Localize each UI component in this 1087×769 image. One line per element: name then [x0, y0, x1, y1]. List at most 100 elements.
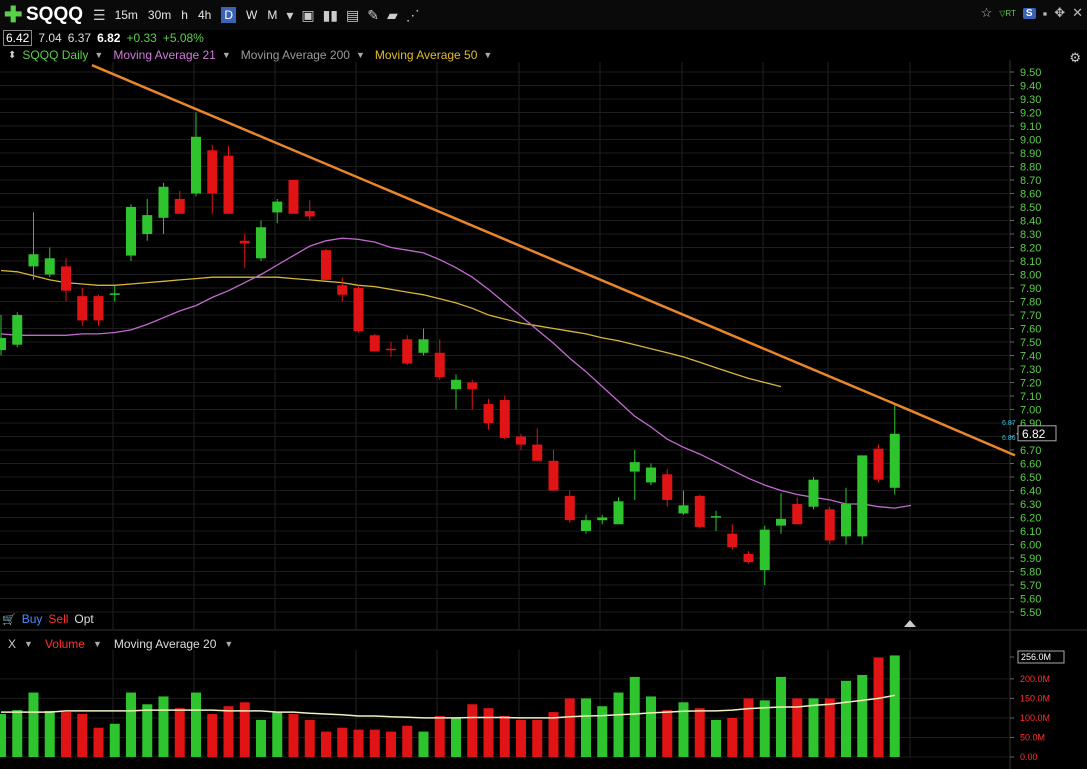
candle-body [841, 504, 851, 537]
candle-body [272, 201, 283, 213]
timeframe-d[interactable]: D [221, 7, 236, 23]
symbol-title[interactable]: SQQQ [26, 4, 84, 25]
candle-body [142, 215, 153, 234]
timeframe-30m[interactable]: 30m [147, 8, 172, 22]
candle-up [889, 404, 900, 495]
volume-bar-down [223, 706, 234, 757]
candle-down [548, 450, 559, 491]
volume-bar-down [174, 708, 185, 757]
candle-body [77, 296, 88, 321]
candle-down [93, 294, 104, 326]
y-tick-label: 6.00 [1020, 540, 1041, 552]
share-icon[interactable]: ⋰ [405, 6, 420, 23]
add-symbol-icon[interactable]: ✚ [4, 2, 23, 27]
collapse-icon[interactable]: ⬍ [8, 49, 17, 61]
caret-icon[interactable]: ▼ [94, 50, 104, 60]
legend-ma21[interactable]: Moving Average 21 [113, 48, 216, 62]
chart-type-icon[interactable]: ▣ [301, 6, 315, 23]
candle-body [467, 382, 478, 390]
candle-body [662, 474, 673, 500]
y-tick-label: 5.50 [1020, 607, 1041, 619]
candle-up [857, 455, 868, 545]
chevron-down-icon[interactable]: ▾ [286, 6, 294, 23]
candle-body [597, 517, 608, 521]
candle-body [434, 352, 445, 378]
chart-legend: ⬍ SQQQ Daily ▼ Moving Average 21 ▼ Moving … [8, 48, 496, 62]
candle-body [353, 288, 364, 332]
candle-body [532, 444, 543, 461]
caret-icon[interactable]: ▼ [92, 639, 102, 649]
vol-tick-label: 100.0M [1020, 713, 1050, 723]
candle-body [759, 529, 770, 571]
timeframe-w[interactable]: W [245, 8, 258, 22]
timeframe-h[interactable]: h [181, 8, 188, 22]
candle-up [158, 182, 169, 234]
candle-down [402, 335, 413, 365]
candle-body [629, 462, 640, 472]
candle-body [44, 258, 55, 275]
legend-volume[interactable]: Volume [44, 637, 85, 651]
options-button[interactable]: Opt [74, 612, 94, 626]
price-tag-label: 6.82 [1022, 427, 1046, 441]
candle-up [451, 374, 461, 410]
volume-bar-down [369, 729, 380, 757]
y-tick-label: 8.20 [1020, 243, 1041, 255]
timeframe-4h[interactable]: 4h [197, 8, 212, 22]
volume-bar-down [792, 698, 803, 757]
caret-icon[interactable]: ▼ [355, 50, 365, 60]
close-icon[interactable]: ✕ [1072, 5, 1083, 20]
candle-down [239, 234, 250, 268]
close-volume-pane[interactable]: X [8, 637, 17, 651]
y-tick-label: 7.80 [1020, 297, 1041, 309]
bar-chart-icon[interactable]: ▮▮ [322, 6, 338, 23]
volume-bar-up [44, 710, 55, 757]
y-tick-label: 6.70 [1020, 445, 1041, 457]
settings-icon[interactable]: ⚙ [1069, 50, 1081, 65]
indicators-icon[interactable]: ▤ [346, 6, 360, 23]
s-icon[interactable]: S [1022, 7, 1036, 19]
volume-bar-up [191, 692, 201, 757]
volume-bar-down [694, 708, 705, 757]
realtime-icon[interactable]: ▽RT [999, 8, 1016, 18]
caret-icon[interactable]: ▼ [221, 50, 231, 60]
cart-icon[interactable]: 🛒 [2, 613, 16, 626]
list-icon[interactable]: ☰ [93, 6, 106, 23]
volume-axis: 256.0M 200.0M 150.0M 100.0M 50.0M 0.00 [1010, 650, 1065, 762]
volume-bar-up [256, 719, 266, 757]
pencil-icon[interactable]: ✎ [367, 6, 379, 23]
star-icon[interactable]: ☆ [980, 5, 993, 20]
caret-icon[interactable]: ▼ [483, 50, 493, 60]
timeframe-m[interactable]: M [267, 8, 278, 22]
caret-icon[interactable]: ▼ [24, 639, 33, 649]
legend-price[interactable]: SQQQ Daily [22, 48, 89, 62]
y-tick-label: 7.20 [1020, 378, 1041, 390]
candle-body [711, 516, 721, 518]
sell-button[interactable]: Sell [48, 612, 69, 626]
volume-bar-up [759, 700, 770, 757]
candle-body [61, 266, 71, 291]
volume-bar-up [142, 704, 153, 757]
candle-up [28, 212, 39, 280]
vol-tag-box [1017, 650, 1065, 664]
candle-body [239, 240, 250, 244]
volume-bar-up [613, 692, 624, 757]
timeframe-15m[interactable]: 15m [114, 8, 138, 22]
candle-down [792, 497, 803, 525]
caret-icon[interactable]: ▼ [224, 639, 234, 649]
legend-ma50[interactable]: Moving Average 50 [374, 48, 478, 62]
legend-volume-ma[interactable]: Moving Average 20 [113, 637, 217, 651]
legend-ma200[interactable]: Moving Average 200 [240, 48, 350, 62]
save-icon[interactable]: ▪ [1042, 5, 1048, 21]
vol-tag-label: 256.0M [1021, 652, 1051, 662]
candle-up [256, 220, 266, 261]
buy-button[interactable]: Buy [21, 612, 43, 626]
move-icon[interactable]: ✥ [1054, 5, 1066, 20]
candle-body [743, 553, 754, 563]
volume-bar-up [451, 717, 461, 757]
vol-tick-label: 200.0M [1020, 674, 1050, 684]
y-tick-label: 6.50 [1020, 472, 1041, 484]
template-icon[interactable]: ▰ [386, 6, 398, 23]
y-tick-label: 8.40 [1020, 216, 1041, 228]
candle-body [678, 505, 689, 514]
